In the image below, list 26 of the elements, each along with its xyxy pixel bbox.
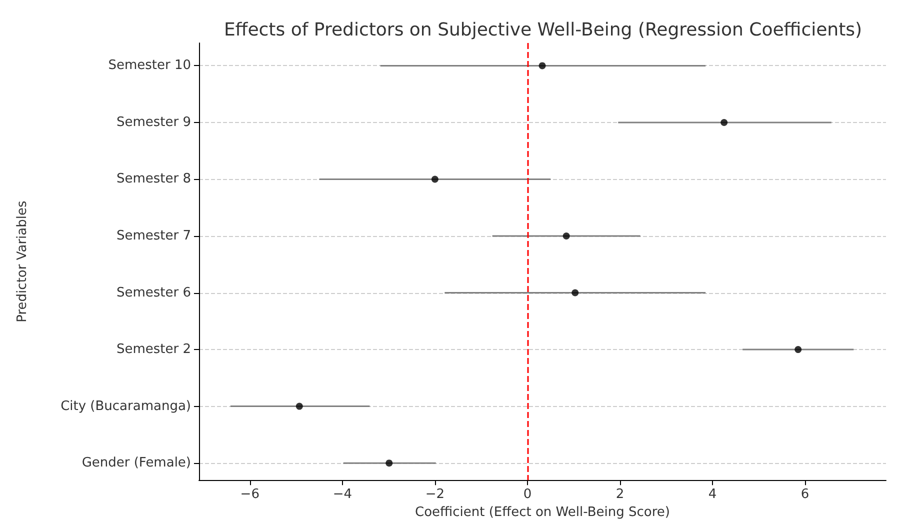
x-tick-label: 6 xyxy=(800,487,810,502)
y-tick-label: Semester 6 xyxy=(116,285,191,300)
y-tick-label: Semester 7 xyxy=(116,228,191,244)
y-tick-label: Semester 2 xyxy=(116,342,191,358)
y-tick-label: Gender (Female) xyxy=(82,456,191,471)
x-tick-label: −6 xyxy=(240,487,260,502)
chart-title: Effects of Predictors on Subjective Well-Being (Regression Coefficients) xyxy=(224,20,862,40)
point xyxy=(538,62,546,70)
x-tick-label: 0 xyxy=(523,487,532,502)
point xyxy=(296,402,303,410)
point xyxy=(562,232,570,240)
point xyxy=(720,118,728,126)
x-tick-label: −4 xyxy=(332,487,352,502)
point xyxy=(794,346,802,354)
x-tick-label: 4 xyxy=(708,487,717,502)
x-tick-label: 2 xyxy=(616,487,624,502)
point xyxy=(386,460,393,467)
x-axis-title: Coefficient (Effect on Well-Being Score) xyxy=(415,505,670,520)
y-tick-label: Semester 9 xyxy=(116,114,191,130)
y-tick-label: Semester 8 xyxy=(116,172,191,187)
y-tick-label: City (Bucaramanga) xyxy=(60,398,191,414)
x-tick-label: −2 xyxy=(425,487,445,502)
point xyxy=(572,289,579,296)
y-axis-title: Predictor Variables xyxy=(15,200,30,322)
point xyxy=(431,176,438,183)
y-tick-label: Semester 10 xyxy=(108,58,191,74)
